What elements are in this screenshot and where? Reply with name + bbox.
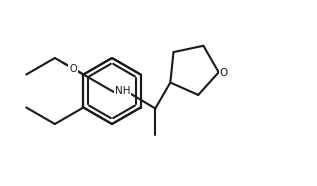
Text: NH: NH	[115, 86, 130, 96]
Text: O: O	[69, 63, 77, 73]
Text: O: O	[220, 68, 228, 78]
